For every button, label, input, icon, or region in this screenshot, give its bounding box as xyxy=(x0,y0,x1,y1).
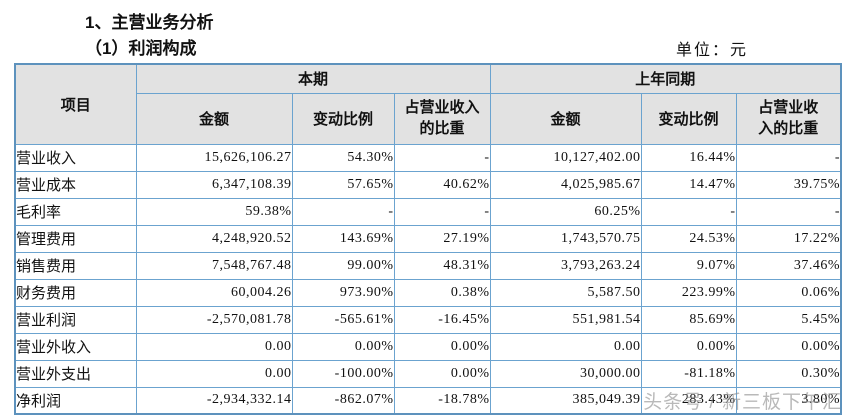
row-item-label: 营业外支出 xyxy=(14,359,137,388)
row-value-cell: -565.61% xyxy=(291,305,395,334)
col-header-item: 项目 xyxy=(14,63,137,145)
table-row: 营业收入 15,626,106.27 54.30% -10,127,402.00 16.… xyxy=(14,143,842,172)
row-value-cell: 54.30% xyxy=(291,143,395,172)
row-value-cell: 6,347,108.39 xyxy=(135,170,293,199)
row-value-cell: 1,743,570.75 xyxy=(489,224,642,253)
row-value-cell: 143.69% xyxy=(291,224,395,253)
table-body: 营业收入 15,626,106.27 54.30% -10,127,402.00 16.… xyxy=(14,143,842,415)
row-value-cell: 40.62% xyxy=(393,170,491,199)
row-value-cell: 0.06% xyxy=(735,278,842,307)
table-row: 毛利率 59.38% - -60.25% - - xyxy=(14,197,842,226)
row-value-cell: - xyxy=(393,143,491,172)
row-value-cell: 0.00% xyxy=(393,359,491,388)
table-row: 管理费用 4,248,920.52 143.69% 27.19% 1,743,570.7… xyxy=(14,224,842,253)
row-value-cell: - xyxy=(640,197,737,226)
row-item-label: 净利润 xyxy=(14,386,137,415)
row-value-cell: 0.00% xyxy=(640,332,737,361)
row-value-cell: - xyxy=(735,197,842,226)
row-item-label: 营业外收入 xyxy=(14,332,137,361)
row-item-label: 营业收入 xyxy=(14,143,137,172)
table-row: 营业外支出 0.00 -100.00% 0.00% 30,000.00 -81.18% 0.… xyxy=(14,359,842,388)
col-header-change-current: 变动比例 xyxy=(291,92,395,145)
col-header-amount-prior: 金额 xyxy=(489,92,642,145)
row-value-cell: -862.07% xyxy=(291,386,395,415)
subsection-title: （1）利润构成 xyxy=(85,39,197,58)
row-value-cell: - xyxy=(735,143,842,172)
row-value-cell: 15,626,106.27 xyxy=(135,143,293,172)
row-value-cell: 60,004.26 xyxy=(135,278,293,307)
row-value-cell: 60.25% xyxy=(489,197,642,226)
col-header-share-prior: 占营业收 入的比重 xyxy=(735,92,842,145)
row-value-cell: -81.18% xyxy=(640,359,737,388)
row-item-label: 毛利率 xyxy=(14,197,137,226)
row-value-cell: -2,934,332.14 xyxy=(135,386,293,415)
row-value-cell: 0.38% xyxy=(393,278,491,307)
table-row: 销售费用 7,548,767.48 99.00% 48.31% 3,793,263.24… xyxy=(14,251,842,280)
row-value-cell: 0.00 xyxy=(135,332,293,361)
row-item-label: 管理费用 xyxy=(14,224,137,253)
row-value-cell: 24.53% xyxy=(640,224,737,253)
row-item-label: 营业利润 xyxy=(14,305,137,334)
row-value-cell: 0.00 xyxy=(135,359,293,388)
header-sub-row: 金额 变动比例 占营业收入 的比重 金额 变动比例 占营业收 入的比重 xyxy=(15,92,842,145)
col-header-change-prior: 变动比例 xyxy=(640,92,737,145)
row-value-cell: - xyxy=(393,197,491,226)
row-value-cell: -18.78% xyxy=(393,386,491,415)
row-value-cell: 0.00 xyxy=(489,332,642,361)
section-title: 1、主营业务分析 xyxy=(85,13,214,32)
table-header: 项目 本期 上年同期 金额 变动比例 占营业收入 的比重 金额 变动比例 占营业… xyxy=(14,63,842,145)
row-value-cell: 14.47% xyxy=(640,170,737,199)
row-value-cell: 223.99% xyxy=(640,278,737,307)
row-value-cell: 3.80% xyxy=(735,386,842,415)
col-header-amount-current: 金额 xyxy=(135,92,293,145)
row-value-cell: 0.30% xyxy=(735,359,842,388)
row-value-cell: 5,587.50 xyxy=(489,278,642,307)
col-header-share-current: 占营业收入 的比重 xyxy=(393,92,491,145)
row-value-cell: 385,049.39 xyxy=(489,386,642,415)
col-group-current-period: 本期 xyxy=(135,63,491,94)
table-row: 营业成本 6,347,108.39 57.65% 40.62% 4,025,985.67… xyxy=(14,170,842,199)
row-item-label: 财务费用 xyxy=(14,278,137,307)
row-value-cell: 37.46% xyxy=(735,251,842,280)
row-item-label: 销售费用 xyxy=(14,251,137,280)
row-item-label: 营业成本 xyxy=(14,170,137,199)
row-value-cell: -2,570,081.78 xyxy=(135,305,293,334)
unit-label: 单位：元 xyxy=(676,42,749,59)
row-value-cell: 57.65% xyxy=(291,170,395,199)
row-value-cell: 99.00% xyxy=(291,251,395,280)
row-value-cell: 85.69% xyxy=(640,305,737,334)
row-value-cell: 0.00% xyxy=(393,332,491,361)
row-value-cell: 5.45% xyxy=(735,305,842,334)
row-value-cell: 59.38% xyxy=(135,197,293,226)
profit-composition-table: 项目 本期 上年同期 金额 变动比例 占营业收入 的比重 金额 变动比例 占营业… xyxy=(14,63,843,415)
table-row: 财务费用 60,004.26 973.90% 0.38% 5,587.50 223.99%… xyxy=(14,278,842,307)
row-value-cell: 10,127,402.00 xyxy=(489,143,642,172)
row-value-cell: 3,793,263.24 xyxy=(489,251,642,280)
row-value-cell: 16.44% xyxy=(640,143,737,172)
table-row: 营业外收入 0.00 0.00% 0.00% 0.00 0.00% 0.00% xyxy=(14,332,842,361)
row-value-cell: -100.00% xyxy=(291,359,395,388)
col-group-prior-period: 上年同期 xyxy=(489,63,842,94)
row-value-cell: - xyxy=(291,197,395,226)
row-value-cell: 283.43% xyxy=(640,386,737,415)
row-value-cell: 30,000.00 xyxy=(489,359,642,388)
row-value-cell: 0.00% xyxy=(291,332,395,361)
row-value-cell: 48.31% xyxy=(393,251,491,280)
row-value-cell: -16.45% xyxy=(393,305,491,334)
row-value-cell: 9.07% xyxy=(640,251,737,280)
row-value-cell: 973.90% xyxy=(291,278,395,307)
header-group-row: 项目 本期 上年同期 xyxy=(14,63,842,145)
row-value-cell: 27.19% xyxy=(393,224,491,253)
row-value-cell: 551,981.54 xyxy=(489,305,642,334)
row-value-cell: 0.00% xyxy=(735,332,842,361)
table-row: 净利润 -2,934,332.14 -862.07% -18.78% 385,049.3… xyxy=(14,386,842,415)
row-value-cell: 4,025,985.67 xyxy=(489,170,642,199)
row-value-cell: 17.22% xyxy=(735,224,842,253)
row-value-cell: 39.75% xyxy=(735,170,842,199)
row-value-cell: 7,548,767.48 xyxy=(135,251,293,280)
row-value-cell: 4,248,920.52 xyxy=(135,224,293,253)
table-row: 营业利润 -2,570,081.78 -565.61% -16.45% 551,981.… xyxy=(14,305,842,334)
